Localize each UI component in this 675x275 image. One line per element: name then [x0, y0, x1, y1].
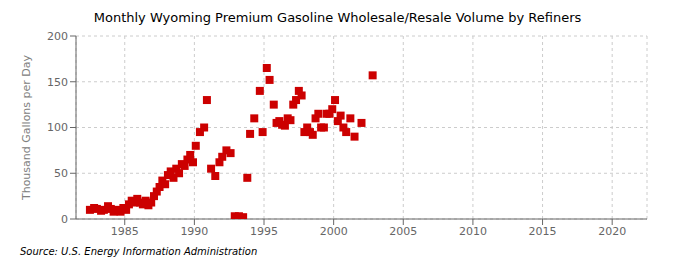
svg-text:1985: 1985 — [111, 225, 139, 238]
svg-text:200: 200 — [47, 30, 68, 43]
svg-text:0: 0 — [61, 213, 68, 226]
svg-text:2000: 2000 — [320, 225, 348, 238]
svg-text:2010: 2010 — [459, 225, 487, 238]
svg-text:150: 150 — [47, 76, 68, 89]
html-text:Source: U.S. Energy Informatio: Source: U.S. Energy Information Administ… — [20, 246, 258, 257]
svg-text:Thousand Gallons per Day: Thousand Gallons per Day — [20, 54, 33, 201]
svg-text:2005: 2005 — [389, 225, 417, 238]
svg-text:50: 50 — [54, 167, 68, 180]
svg-text:1995: 1995 — [250, 225, 278, 238]
svg-text:2020: 2020 — [598, 225, 626, 238]
svg-text:1990: 1990 — [180, 225, 208, 238]
svg-text:2015: 2015 — [529, 225, 557, 238]
html-text:Monthly Wyoming Premium Gasoli: Monthly Wyoming Premium Gasoline Wholesa… — [93, 10, 582, 25]
svg-text:100: 100 — [47, 121, 68, 134]
